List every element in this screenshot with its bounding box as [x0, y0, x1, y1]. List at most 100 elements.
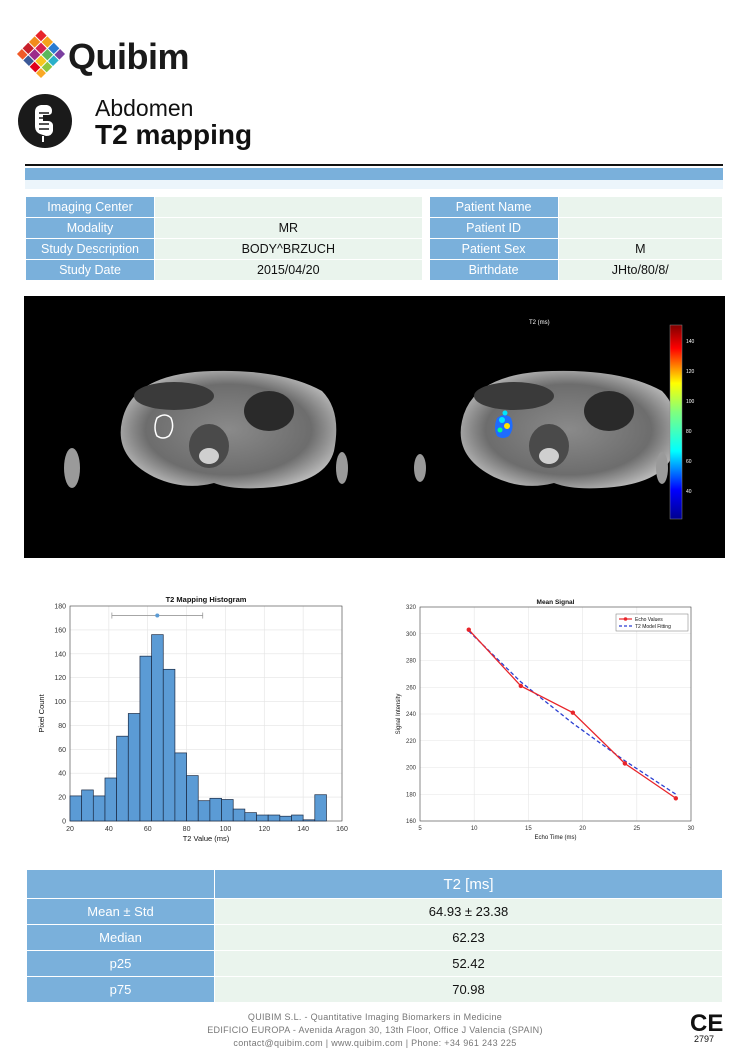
x-tick-label: 120 [258, 826, 270, 833]
info-gap [422, 217, 430, 239]
histogram-bar [69, 795, 83, 822]
plot-frame [419, 606, 692, 822]
y-tick-label: 20 [58, 795, 66, 802]
histogram-bar [162, 668, 176, 822]
x-tick-label: 40 [105, 826, 113, 833]
histogram-bar [279, 815, 292, 822]
header-band [25, 168, 723, 180]
info-label: Patient ID [428, 217, 559, 239]
y-tick-label: 180 [406, 792, 417, 798]
histogram-bar [209, 797, 222, 822]
info-value: JHto/80/8/ [557, 259, 724, 281]
legend-label: T2 Model Fitting [635, 624, 671, 630]
info-label: Patient Sex [428, 238, 559, 260]
stats-value: 62.23 [214, 924, 723, 951]
legend-box [615, 613, 689, 632]
histogram-bar [151, 634, 164, 822]
y-tick-label: 160 [406, 819, 417, 825]
y-tick-label: 100 [54, 699, 66, 706]
stats-header: T2 [ms] [214, 869, 723, 899]
info-gap [422, 238, 430, 260]
stats-value: 52.42 [214, 950, 723, 977]
info-value [557, 217, 724, 239]
histogram-bar [244, 812, 257, 822]
ce-number: 2797 [694, 1034, 715, 1044]
y-tick-label: 180 [54, 604, 66, 611]
colorbar-title: T2 (ms) [529, 320, 550, 326]
histogram-bar [314, 794, 327, 822]
histogram-bar [104, 777, 117, 822]
info-gap [422, 259, 430, 281]
histogram-bar [139, 655, 152, 822]
series-line-t2-model-fitting [468, 630, 677, 795]
x-tick-label: 100 [220, 826, 232, 833]
stats-label: Mean ± Std [26, 898, 215, 925]
stats-row: p25 52.42 [26, 950, 723, 977]
x-tick-label: 30 [688, 826, 695, 832]
y-tick-label: 60 [58, 747, 66, 754]
stats-label: Median [26, 924, 215, 951]
y-tick-label: 320 [406, 605, 417, 611]
info-value [557, 196, 724, 218]
echo-value-point [518, 683, 524, 689]
y-tick-label: 40 [58, 771, 66, 778]
x-tick-label: 80 [183, 826, 191, 833]
legend-label: Echo Values [635, 617, 663, 623]
y-tick-label: 160 [54, 627, 66, 634]
stats-row: Median 62.23 [26, 924, 723, 951]
errorbar-mean-point [155, 613, 160, 618]
header-band-light [25, 180, 723, 189]
echo-value-point [673, 796, 679, 801]
y-tick-label: 120 [54, 675, 66, 682]
colorbar-tick: 80 [686, 429, 692, 435]
histogram-bar [256, 814, 269, 822]
y-tick-label: 80 [58, 723, 66, 730]
histogram-bar [116, 735, 129, 822]
x-tick-label: 60 [144, 826, 152, 833]
x-tick-label: 25 [633, 826, 640, 832]
histogram-bar [174, 752, 187, 822]
legend-marker-echo-values [623, 617, 628, 621]
stats-row: Mean ± Std 64.93 ± 23.38 [26, 898, 723, 925]
histogram-bar [302, 819, 316, 822]
mean-signal-chart: 160 180 200 220 240 260 280 300 320 5 10 15 20 25 30 Ec… [388, 590, 706, 850]
y-axis-label: Pixel Count [37, 693, 46, 732]
brand-name: Quibim [68, 36, 190, 77]
histogram-bar [291, 814, 304, 822]
info-label: Study Description [25, 238, 155, 260]
x-tick-label: 20 [579, 826, 586, 832]
x-tick-label: 160 [336, 826, 348, 833]
info-value [154, 196, 423, 218]
histogram-bar [197, 800, 211, 822]
colorbar [669, 324, 683, 520]
stats-label: p25 [26, 950, 215, 977]
y-tick-label: 240 [406, 712, 417, 718]
histogram-bar [221, 799, 234, 822]
info-value: MR [154, 217, 423, 239]
stats-header-blank [26, 869, 215, 899]
info-gap [422, 196, 430, 218]
info-value: BODY^BRZUCH [154, 238, 423, 260]
stats-label: p75 [26, 976, 215, 1003]
y-tick-label: 140 [54, 651, 66, 658]
x-axis-label: T2 Value (ms) [183, 834, 230, 843]
histogram-bar [232, 808, 246, 822]
echo-value-point [622, 761, 628, 766]
footer-address: EDIFICIO EUROPA - Avenida Aragon 30, 13t… [207, 1025, 543, 1035]
stats-value: 70.98 [214, 976, 723, 1003]
x-tick-label: 140 [297, 826, 309, 833]
histogram-bar [92, 795, 106, 822]
chart-title: T2 Mapping Histogram [166, 595, 247, 604]
patient-info-table: Imaging Center Patient Name Modality MR … [25, 196, 724, 281]
x-tick-label: 20 [66, 826, 74, 833]
mri-images: T2 (ms) 140 120 100 80 60 40 [64, 320, 695, 520]
y-tick-label: 0 [62, 819, 66, 826]
ce-mark: CE [690, 1010, 724, 1037]
stats-value: 64.93 ± 23.38 [214, 898, 723, 925]
info-label: Birthdate [428, 259, 559, 281]
colorbar-tick: 100 [686, 399, 695, 405]
histogram-bar [81, 789, 94, 822]
echo-value-point [466, 627, 471, 632]
info-value: 2015/04/20 [154, 259, 423, 281]
